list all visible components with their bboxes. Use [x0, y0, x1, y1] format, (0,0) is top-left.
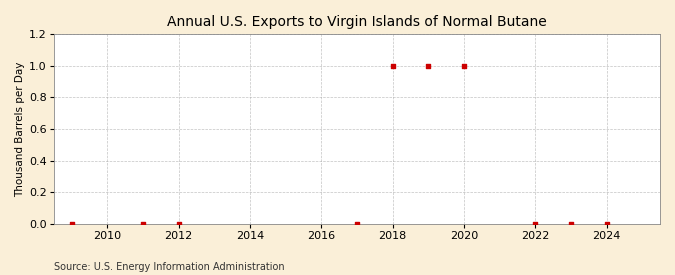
Point	[66, 222, 77, 226]
Point	[138, 222, 148, 226]
Point	[458, 64, 469, 68]
Text: Source: U.S. Energy Information Administration: Source: U.S. Energy Information Administ…	[54, 262, 285, 272]
Y-axis label: Thousand Barrels per Day: Thousand Barrels per Day	[15, 61, 25, 197]
Point	[423, 64, 433, 68]
Title: Annual U.S. Exports to Virgin Islands of Normal Butane: Annual U.S. Exports to Virgin Islands of…	[167, 15, 547, 29]
Point	[566, 222, 576, 226]
Point	[530, 222, 541, 226]
Point	[173, 222, 184, 226]
Point	[352, 222, 362, 226]
Point	[387, 64, 398, 68]
Point	[601, 222, 612, 226]
